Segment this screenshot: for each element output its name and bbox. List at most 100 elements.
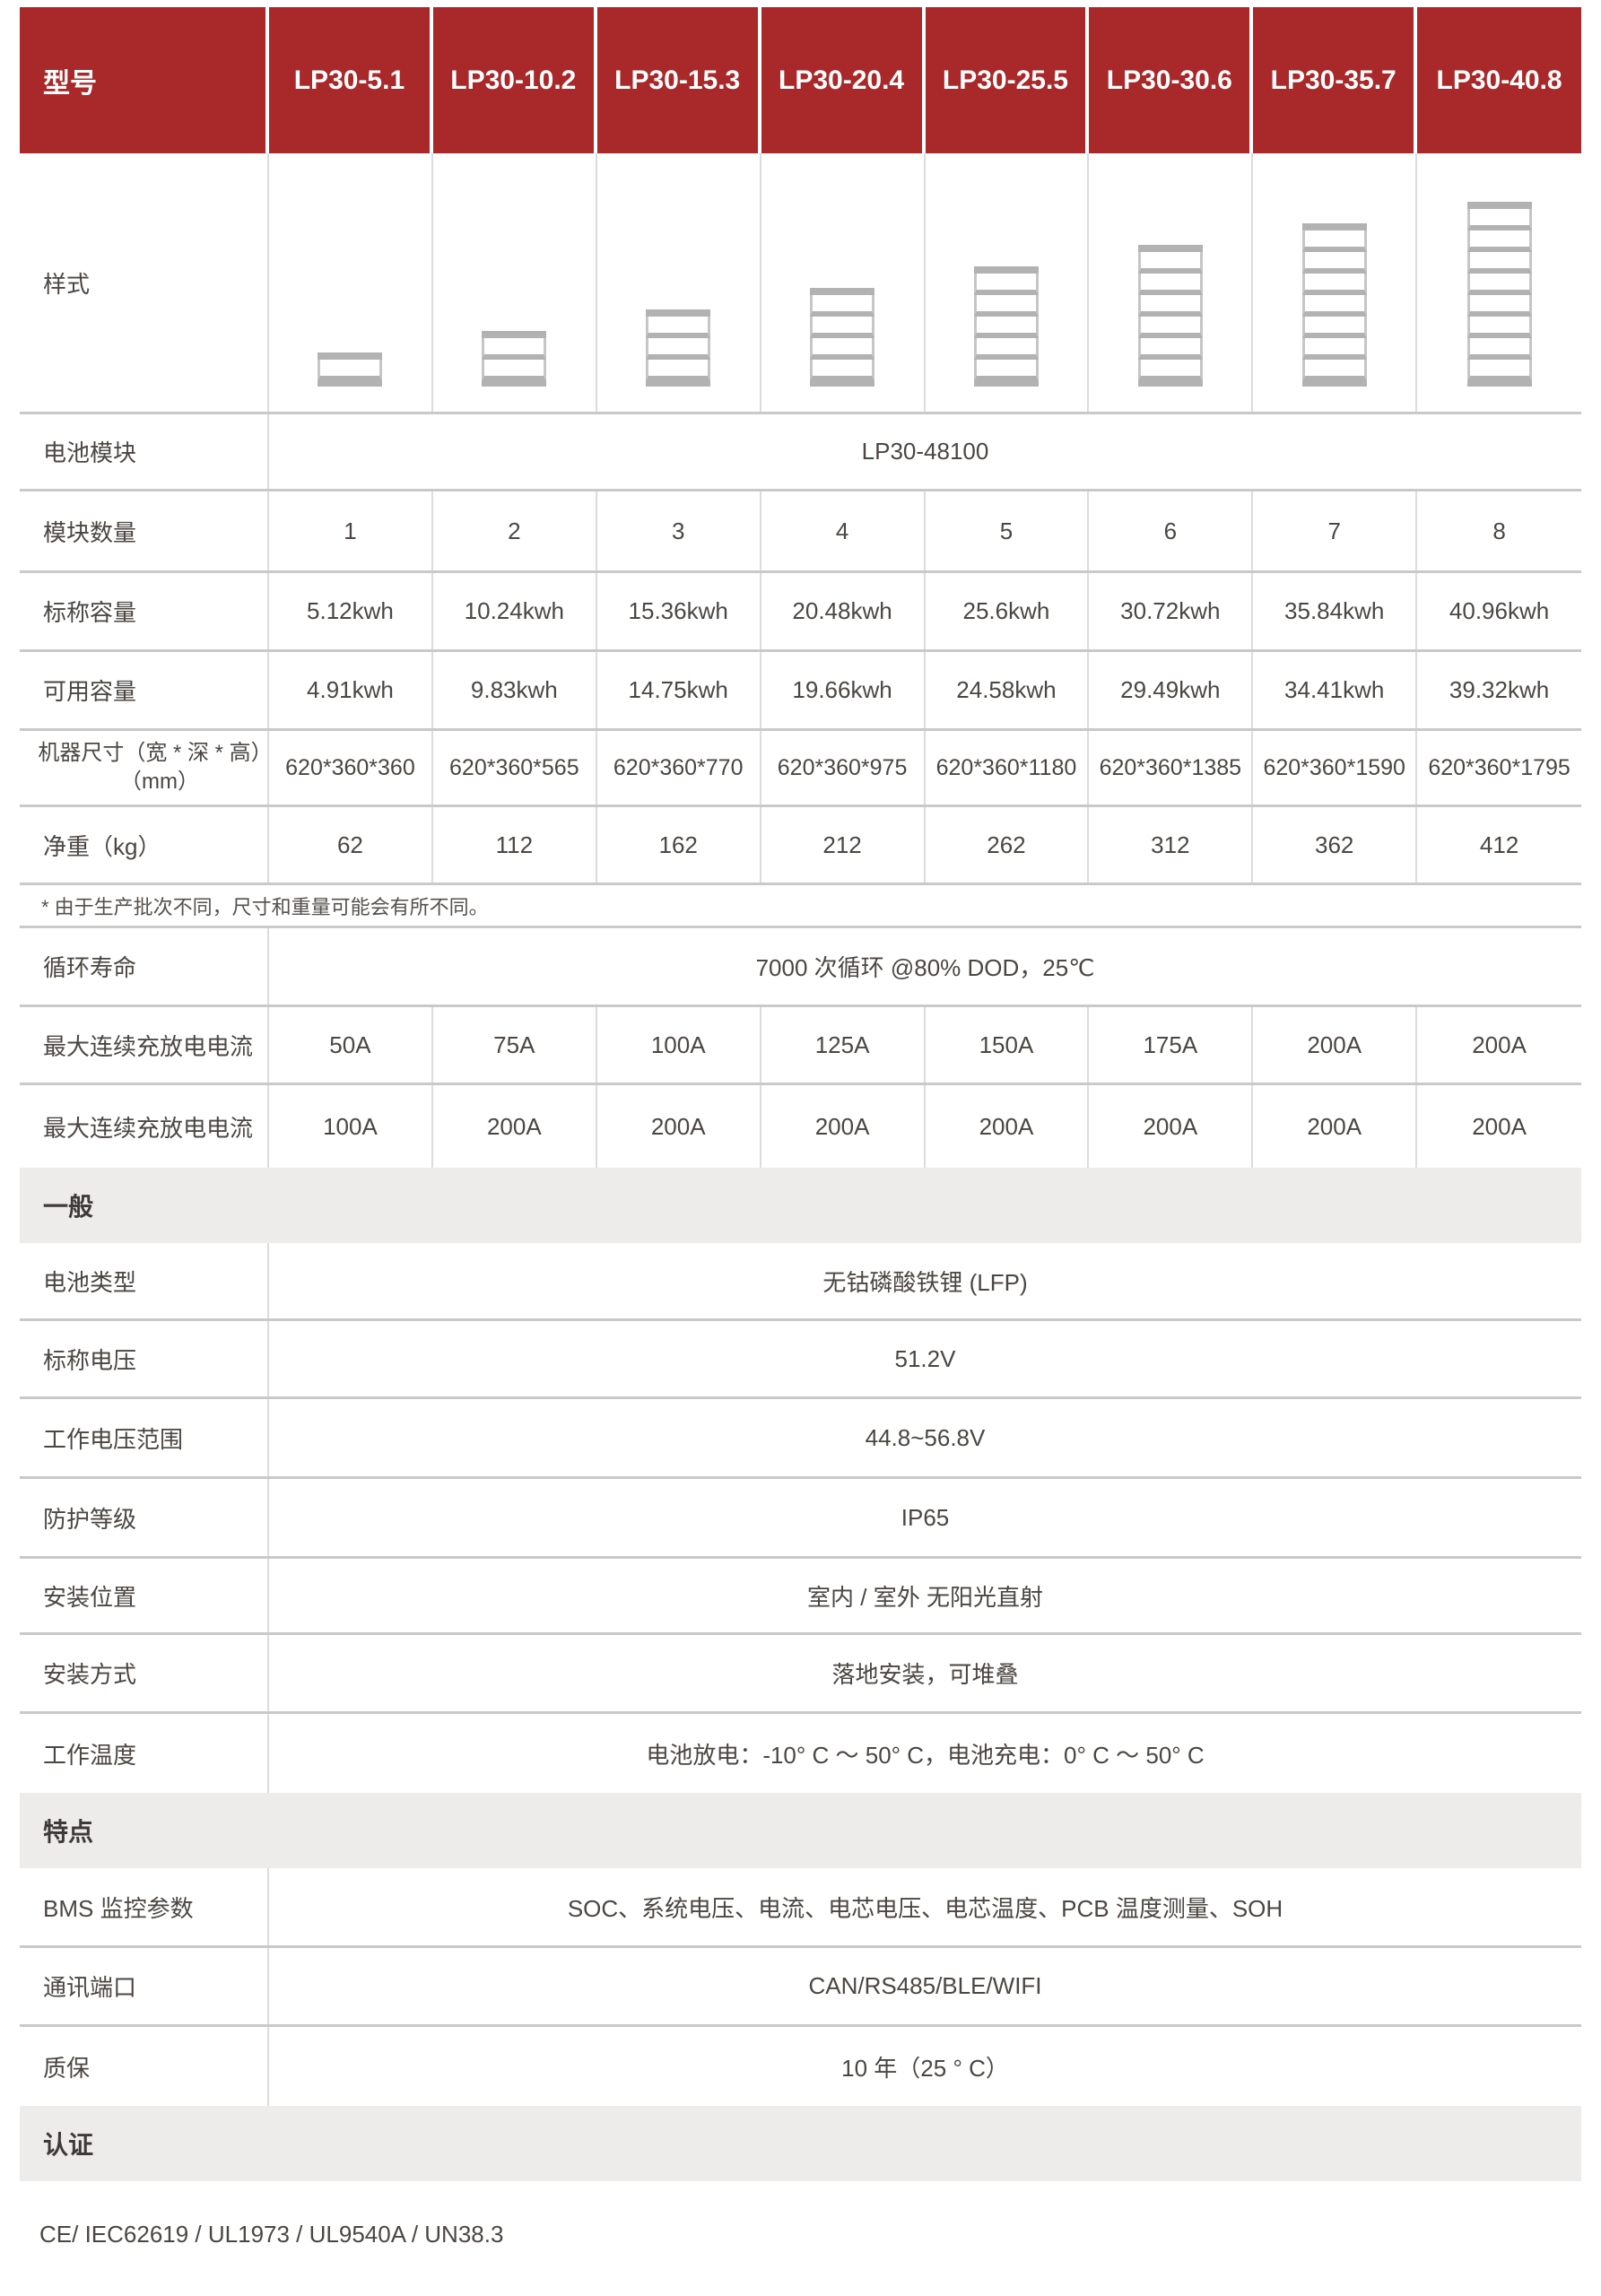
cell-value: 100A [269, 1085, 433, 1168]
row-module-qty: 模块数量 1 2 3 4 5 6 7 8 [20, 491, 1581, 573]
row-value: 7000 次循环 @80% DOD，25℃ [755, 954, 1095, 981]
row-max-current-2: 最大连续充放电电流 100A 200A 200A 200A 200A 200A … [20, 1085, 1581, 1168]
row-battery-module: 电池模块 LP30-48100 [20, 414, 1581, 491]
cell-value: 200A [597, 1085, 761, 1168]
dimensions-label-line2: （mm） [120, 770, 199, 794]
row-value: LP30-48100 [861, 438, 989, 465]
row-label: 模块数量 [20, 491, 269, 570]
section-certification: 认证 [20, 2106, 1581, 2181]
battery-stack-icon [810, 288, 875, 387]
certifications-text: CE/ IEC62619 / UL1973 / UL9540A / UN38.3 [39, 2221, 504, 2248]
cell-value: 50A [269, 1007, 433, 1083]
cell-value: 620*360*565 [433, 731, 597, 804]
battery-stack-icon [973, 266, 1039, 387]
section-general: 一般 [20, 1168, 1581, 1243]
cell-value: 412 [1479, 831, 1519, 858]
cell-value: 4 [761, 491, 926, 570]
cell-value: 30.72kwh [1089, 573, 1254, 649]
row-label: 工作电压范围 [20, 1399, 269, 1476]
dimensions-label-line1: 机器尺寸（宽 * 深 * 高） [38, 741, 273, 765]
row-work-temperature: 工作温度 电池放电：-10° C ～ 50° C，电池充电：0° C ～ 50°… [20, 1714, 1581, 1793]
cell-value: 620*360*1385 [1089, 731, 1254, 804]
section-title: 认证 [43, 2131, 94, 2159]
cell-value: 7 [1253, 491, 1418, 570]
section-features: 特点 [20, 1793, 1581, 1868]
battery-stack-icon [1466, 202, 1532, 387]
cell-value: 620*360*975 [761, 731, 926, 804]
battery-stack-icon [318, 352, 383, 387]
cell-value: 20.48kwh [761, 573, 926, 649]
row-label: 最大连续充放电电流 [20, 1007, 269, 1083]
row-label: 通讯端口 [20, 1948, 269, 2024]
cell-value: 62 [269, 807, 433, 883]
cell-value: 5 [926, 491, 1090, 570]
section-title: 一般 [43, 1193, 94, 1221]
row-label: 可用容量 [20, 652, 269, 728]
cell-value: 35.84kwh [1253, 573, 1418, 649]
row-label: 最大连续充放电电流 [20, 1085, 269, 1168]
cell-value: 212 [761, 807, 926, 883]
row-cycle-life: 循环寿命 7000 次循环 @80% DOD，25℃ [20, 928, 1581, 1007]
header-model-8: LP30-40.8 [1436, 65, 1562, 95]
row-install-method: 安装方式 落地安装，可堆叠 [20, 1635, 1581, 1714]
cell-value: 200A [1472, 1112, 1527, 1140]
row-nominal-voltage: 标称电压 51.2V [20, 1321, 1581, 1399]
header-model-1: LP30-5.1 [269, 7, 433, 153]
cell-value: 8 [1492, 517, 1506, 544]
cell-value: 25.6kwh [926, 573, 1090, 649]
cell-value: 200A [1253, 1007, 1418, 1083]
header-model-5: LP30-25.5 [926, 7, 1090, 153]
row-label: 净重（kg） [20, 807, 269, 883]
row-battery-type: 电池类型 无钴磷酸铁锂 (LFP) [20, 1243, 1581, 1321]
table-header-row: 型号 LP30-5.1 LP30-10.2 LP30-15.3 LP30-20.… [20, 7, 1581, 153]
cell-value: 162 [597, 807, 761, 883]
header-model-3: LP30-15.3 [597, 7, 761, 153]
row-label: 安装方式 [20, 1635, 269, 1711]
header-model-2: LP30-10.2 [433, 7, 597, 153]
cell-value: 15.36kwh [597, 573, 761, 649]
row-install-location: 安装位置 室内 / 室外 无阳光直射 [20, 1559, 1581, 1635]
cell-value: 620*360*1795 [1428, 754, 1571, 780]
cell-value: 620*360*360 [269, 731, 433, 804]
row-value: 电池放电：-10° C ～ 50° C，电池充电：0° C ～ 50° C [646, 1741, 1205, 1769]
cell-value: 200A [1472, 1031, 1527, 1058]
row-label: 机器尺寸（宽 * 深 * 高） （mm） [20, 731, 273, 804]
cell-value: 150A [926, 1007, 1090, 1083]
row-label: 循环寿命 [20, 928, 269, 1004]
row-label: 标称容量 [20, 573, 269, 649]
cell-value: 620*360*770 [597, 731, 761, 804]
cell-value: 9.83kwh [433, 652, 597, 728]
row-comm-port: 通讯端口 CAN/RS485/BLE/WIFI [20, 1948, 1581, 2027]
row-value: 落地安装，可堆叠 [831, 1661, 1019, 1688]
header-model-label: 型号 [20, 7, 269, 153]
cell-value: 10.24kwh [433, 573, 597, 649]
battery-stack-icon [482, 331, 547, 387]
cell-value: 112 [433, 807, 597, 883]
cell-value: 175A [1089, 1007, 1254, 1083]
cell-value: 24.58kwh [926, 652, 1090, 728]
row-net-weight: 净重（kg） 62 112 162 212 262 312 362 412 [20, 807, 1581, 885]
cell-value: 34.41kwh [1253, 652, 1418, 728]
cell-value: 362 [1253, 807, 1418, 883]
cell-value: 2 [433, 491, 597, 570]
row-label: 安装位置 [20, 1559, 269, 1632]
cell-value: 200A [433, 1085, 597, 1168]
battery-stack-icon [1301, 223, 1367, 387]
row-style: 样式 [20, 153, 1581, 414]
cell-value: 3 [597, 491, 761, 570]
cell-value: 200A [1253, 1085, 1418, 1168]
row-bms-parameters: BMS 监控参数 SOC、系统电压、电流、电芯电压、电芯温度、PCB 温度测量、… [20, 1868, 1581, 1948]
cell-value: 200A [1089, 1085, 1254, 1168]
cell-value: 29.49kwh [1089, 652, 1254, 728]
cell-value: 6 [1089, 491, 1254, 570]
row-value: SOC、系统电压、电流、电芯电压、电芯温度、PCB 温度测量、SOH [567, 1894, 1283, 1922]
section-title: 特点 [43, 1818, 94, 1846]
row-max-current-1: 最大连续充放电电流 50A 75A 100A 125A 150A 175A 20… [20, 1007, 1581, 1085]
row-label: 电池模块 [20, 414, 269, 489]
row-warranty: 质保 10 年（25 ° C） [20, 2027, 1581, 2106]
cell-value: 620*360*1590 [1253, 731, 1418, 804]
row-label: BMS 监控参数 [20, 1868, 269, 1945]
battery-stack-icon [1137, 245, 1203, 387]
cell-value: 4.91kwh [269, 652, 433, 728]
header-model-4: LP30-20.4 [761, 7, 926, 153]
